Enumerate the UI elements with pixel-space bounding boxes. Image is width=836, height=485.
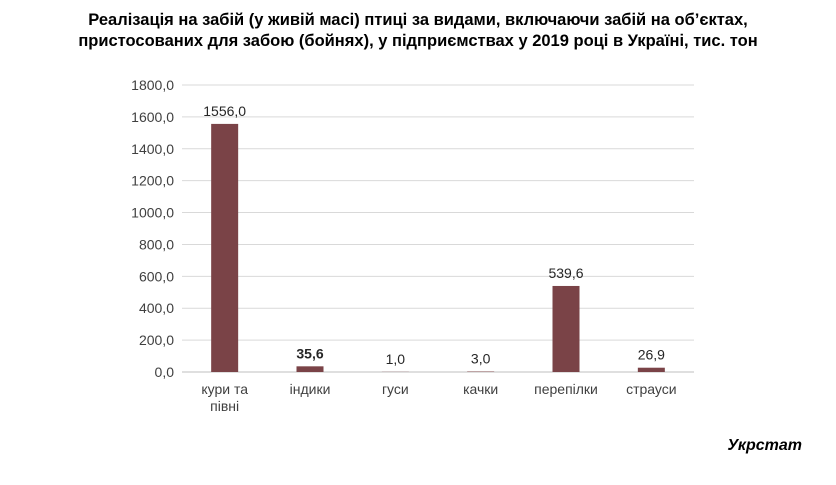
bar <box>296 366 324 372</box>
y-tick-label: 400,0 <box>139 300 174 316</box>
data-label: 3,0 <box>471 351 491 367</box>
source-label: Укрстат <box>727 437 802 454</box>
y-tick-label: 1800,0 <box>131 77 174 93</box>
bar <box>211 123 239 372</box>
y-tick-label: 800,0 <box>139 236 174 252</box>
x-tick-label: індики <box>290 381 331 397</box>
data-label: 26,9 <box>638 347 665 363</box>
y-tick-label: 0,0 <box>155 364 175 380</box>
data-label: 1556,0 <box>203 103 246 119</box>
chart-title-line-2: пристосованих для забою (бойнях), у підп… <box>78 32 758 50</box>
x-tick-label: перепілки <box>534 381 598 397</box>
y-tick-label: 200,0 <box>139 332 174 348</box>
gridlines <box>182 84 694 373</box>
y-axis-tick-labels: 0,0 200,0 400,0 600,0 800,0 1000,0 1200,0 1400,… <box>131 77 174 380</box>
y-tick-label: 1600,0 <box>131 109 174 125</box>
data-label: 1,0 <box>386 351 406 367</box>
x-tick-label: кури та <box>201 381 248 397</box>
x-tick-label: півні <box>210 398 239 414</box>
bar <box>637 367 665 372</box>
y-tick-label: 1000,0 <box>131 205 174 221</box>
chart-title-line-1: Реалізація на забій (у живій масі) птиці… <box>88 11 748 29</box>
x-tick-label: качки <box>463 381 498 397</box>
y-tick-label: 1200,0 <box>131 173 174 189</box>
chart-title: Реалізація на забій (у живій масі) птиці… <box>0 10 836 52</box>
data-label: 539,6 <box>548 265 583 281</box>
data-labels: 1556,0 35,6 1,0 3,0 539,6 26,9 <box>203 103 665 367</box>
bar <box>552 285 580 372</box>
y-tick-label: 1400,0 <box>131 141 174 157</box>
y-tick-label: 600,0 <box>139 268 174 284</box>
x-tick-label: гуси <box>382 381 409 397</box>
data-label: 35,6 <box>296 345 323 361</box>
x-tick-label: страуси <box>626 381 677 397</box>
bars <box>211 123 665 372</box>
